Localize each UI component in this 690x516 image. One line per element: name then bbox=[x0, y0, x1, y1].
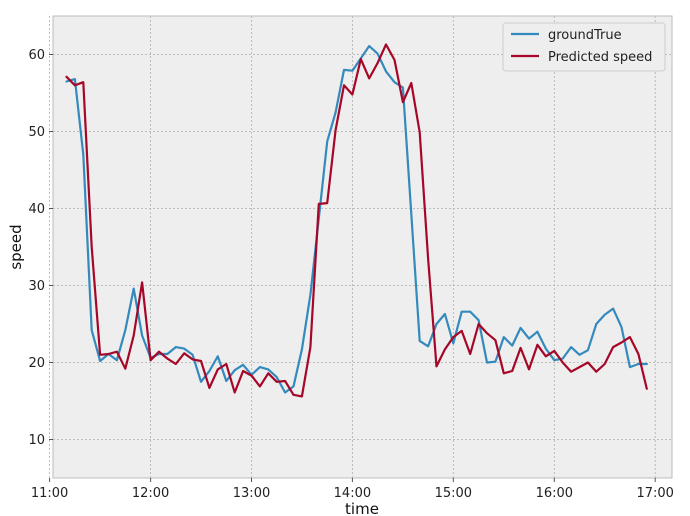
y-axis-label: speed bbox=[7, 224, 25, 269]
legend-label-groundtrue: groundTrue bbox=[548, 28, 622, 43]
y-tick-label: 40 bbox=[28, 202, 45, 217]
axis-ticks: 11:00 12:00 13:00 14:00 15:00 16:00 17:00 10 20 3… bbox=[28, 48, 673, 501]
x-tick-label: 16:00 bbox=[536, 486, 573, 501]
y-tick-label: 20 bbox=[28, 356, 45, 371]
x-axis-label: time bbox=[345, 500, 379, 516]
x-tick-label: 14:00 bbox=[334, 486, 371, 501]
x-tick-label: 11:00 bbox=[31, 486, 68, 501]
y-tick-label: 30 bbox=[28, 279, 45, 294]
x-tick-label: 13:00 bbox=[233, 486, 270, 501]
y-tick-label: 50 bbox=[28, 125, 45, 140]
series-group bbox=[65, 43, 648, 398]
y-tick-label: 10 bbox=[28, 433, 45, 448]
y-tick-label: 60 bbox=[28, 48, 45, 63]
x-tick-label: 12:00 bbox=[132, 486, 169, 501]
plot-frame bbox=[52, 15, 673, 479]
legend-label-predicted-speed: Predicted speed bbox=[548, 50, 652, 65]
legend: groundTrue Predicted speed bbox=[502, 22, 666, 72]
plot-background bbox=[53, 16, 672, 478]
x-tick-label: 15:00 bbox=[435, 486, 472, 501]
legend-box bbox=[502, 22, 666, 72]
x-tick-label: 17:00 bbox=[636, 486, 673, 501]
series-line-predicted-speed bbox=[65, 43, 648, 398]
